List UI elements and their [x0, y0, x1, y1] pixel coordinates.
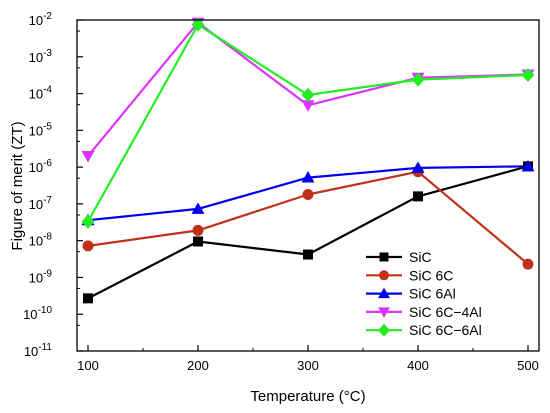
- y-tick-label: 10-8: [29, 232, 53, 249]
- data-point: [302, 189, 314, 201]
- data-point: [411, 161, 425, 173]
- legend-marker: [378, 323, 390, 337]
- legend-label: SiC 6C−6Al: [409, 322, 482, 338]
- y-tick-label: 10-7: [29, 195, 53, 212]
- data-point: [521, 159, 535, 172]
- data-point: [413, 191, 423, 202]
- y-tick-label: 10-6: [29, 158, 53, 175]
- y-tick-label: 10-10: [23, 305, 52, 322]
- data-point: [192, 224, 204, 236]
- plot-frame: [76, 19, 540, 352]
- data-point: [83, 293, 93, 304]
- x-axis-title: Temperature (°C): [250, 388, 365, 405]
- y-tick-label: 10-5: [29, 121, 53, 138]
- legend: SiC SiC 6C SiC 6Al SiC 6C−4Al SiC 6C−6Al: [366, 249, 482, 338]
- y-tick-label: 10-4: [29, 85, 53, 102]
- legend-label: SiC 6Al: [409, 286, 456, 302]
- x-tick-label: 200: [187, 358, 209, 373]
- data-point: [193, 236, 203, 247]
- x-tick-label: 300: [297, 358, 319, 373]
- data-point: [191, 17, 205, 32]
- data-point: [301, 171, 315, 183]
- data-point: [191, 202, 205, 214]
- legend-label: SiC 6C−4Al: [409, 304, 482, 320]
- data-point: [81, 151, 95, 163]
- legend-marker: [378, 287, 390, 299]
- axis-ticks: 100 200 300 400 500 10-11 10-10 10-9 10-8 10-7 10-…: [23, 11, 539, 373]
- x-tick-label: 100: [77, 358, 99, 373]
- data-point: [522, 258, 534, 270]
- y-axis-title: Figure of merit (ZT): [9, 121, 26, 250]
- data-point: [82, 240, 94, 252]
- y-tick-label: 10-3: [29, 48, 53, 65]
- data-point: [521, 67, 535, 82]
- legend-marker: [379, 252, 389, 262]
- legend-label: SiC 6C: [409, 267, 453, 283]
- data-point: [411, 72, 425, 87]
- y-tick-label: 10-9: [29, 268, 53, 285]
- legend-marker: [379, 270, 389, 281]
- y-tick-label: 10-2: [29, 11, 53, 28]
- data-point: [301, 87, 315, 102]
- x-tick-label: 500: [517, 358, 539, 373]
- y-tick-label: 10-11: [24, 342, 53, 359]
- x-tick-label: 400: [407, 358, 429, 373]
- series-line: [87, 165, 529, 300]
- data-point: [301, 100, 315, 112]
- legend-label: SiC: [409, 249, 432, 265]
- series-markers: [81, 17, 535, 304]
- legend-marker: [378, 307, 390, 318]
- data-point: [81, 214, 95, 229]
- data-point: [303, 249, 313, 260]
